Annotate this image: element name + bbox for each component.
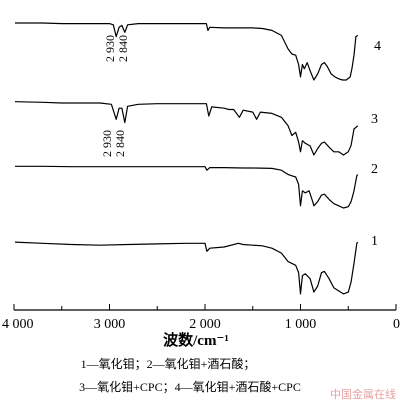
- watermark-text: 中国金属在线: [330, 387, 396, 401]
- caption-line-1: 1—氧化钼；2—氧化钼+酒石酸；: [81, 356, 256, 371]
- spectrum-line-2: [15, 165, 359, 209]
- spectrum-line-3: [14, 101, 359, 156]
- caption-line-2: 3—氧化钼+CPC；4—氧化钼+酒石酸+CPC: [79, 379, 301, 394]
- peak-label: 2 930: [103, 35, 117, 62]
- x-tick-label: 4 000: [2, 317, 34, 332]
- spectrum-line-1: [14, 241, 359, 295]
- x-tick-label: 0: [393, 317, 400, 332]
- x-tick-label: 2 000: [189, 317, 221, 332]
- series-label-3: 3: [371, 112, 378, 127]
- series-label-2: 2: [371, 162, 378, 177]
- peak-label: 2 930: [100, 130, 114, 157]
- peak-label: 2 840: [113, 130, 127, 157]
- x-tick-label: 1 000: [285, 317, 317, 332]
- series-label-1: 1: [371, 234, 378, 249]
- series-label-4: 4: [374, 39, 381, 54]
- peak-label: 2 840: [116, 35, 130, 62]
- spectrum-line-4: [15, 22, 359, 81]
- spectra-group: [14, 22, 359, 295]
- x-tick-label: 3 000: [94, 317, 126, 332]
- x-axis-ticks: 4 000 3 000 2 000 1 000 0: [2, 304, 400, 332]
- x-axis-label: 波数/cm⁻¹: [163, 331, 229, 349]
